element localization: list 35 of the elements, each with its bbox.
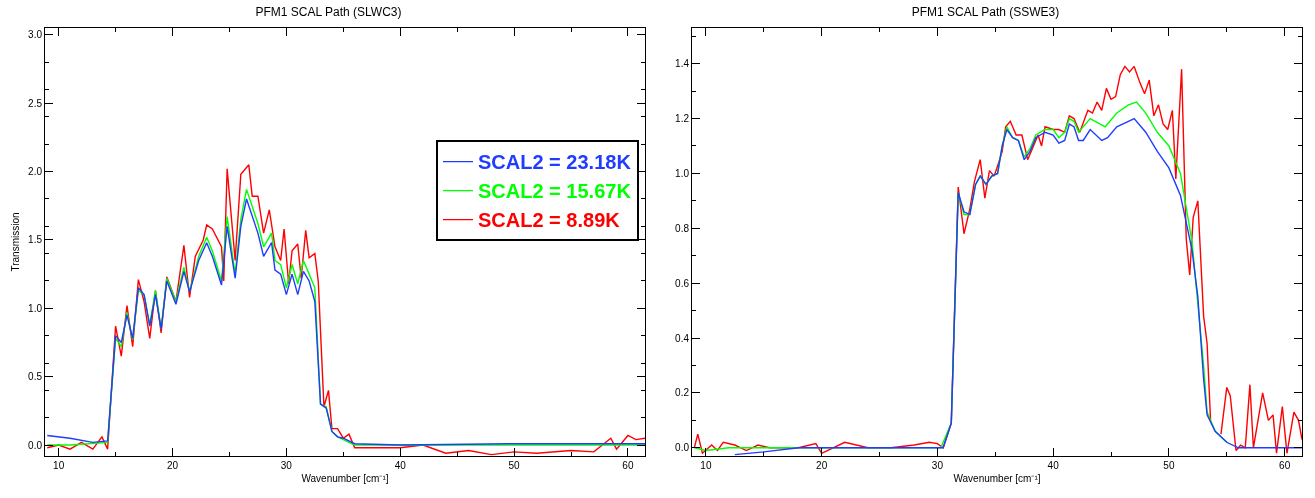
- x-tick-label: 10: [700, 460, 712, 471]
- y-tick-label: 1.5: [28, 234, 43, 246]
- x-tick-label: 20: [816, 460, 828, 471]
- legend-label: SCAL2 = 15.67K: [478, 180, 632, 203]
- x-tick-label: 30: [931, 460, 944, 471]
- chart-title: PFM1 SCAL Path (SSWE3): [911, 4, 1060, 19]
- y-tick-label: 1.0: [675, 167, 690, 179]
- x-tick-label: 40: [394, 460, 407, 471]
- y-tick-label: 0.0: [28, 439, 43, 451]
- x-tick-label: 10: [53, 460, 65, 471]
- y-tick-label: 1.0: [28, 302, 43, 314]
- y-tick-label: 0.6: [675, 277, 690, 289]
- y-tick-label: 1.2: [675, 113, 690, 125]
- legend-label: SCAL2 = 8.89K: [478, 209, 621, 232]
- x-tick-label: 50: [508, 460, 521, 471]
- x-tick-label: 30: [280, 460, 293, 471]
- y-tick-label: 3.0: [28, 29, 43, 41]
- y-tick-label: 0.8: [675, 222, 690, 234]
- x-tick-label: 20: [166, 460, 179, 471]
- x-tick-label: 40: [1047, 460, 1060, 471]
- x-tick-label: 60: [1279, 460, 1291, 471]
- y-tick-label: 2.0: [28, 166, 43, 178]
- y-tick-label: 1.4: [675, 58, 690, 70]
- chart-title: PFM1 SCAL Path (SLWC3): [255, 4, 402, 19]
- y-tick-label: 0.0: [675, 442, 690, 454]
- x-tick-label: 60: [622, 460, 634, 471]
- legend-label: SCAL2 = 23.18K: [478, 151, 632, 174]
- y-tick-label: 2.5: [28, 97, 43, 109]
- y-tick-label: 0.2: [675, 387, 690, 399]
- x-axis-title: Wavenumber [cm⁻¹]: [953, 472, 1041, 484]
- x-axis-title: Wavenumber [cm⁻¹]: [301, 472, 389, 484]
- y-tick-label: 0.5: [28, 371, 43, 383]
- y-axis-title: Transmission: [10, 212, 22, 272]
- x-tick-label: 50: [1163, 460, 1175, 471]
- y-tick-label: 0.4: [675, 332, 690, 344]
